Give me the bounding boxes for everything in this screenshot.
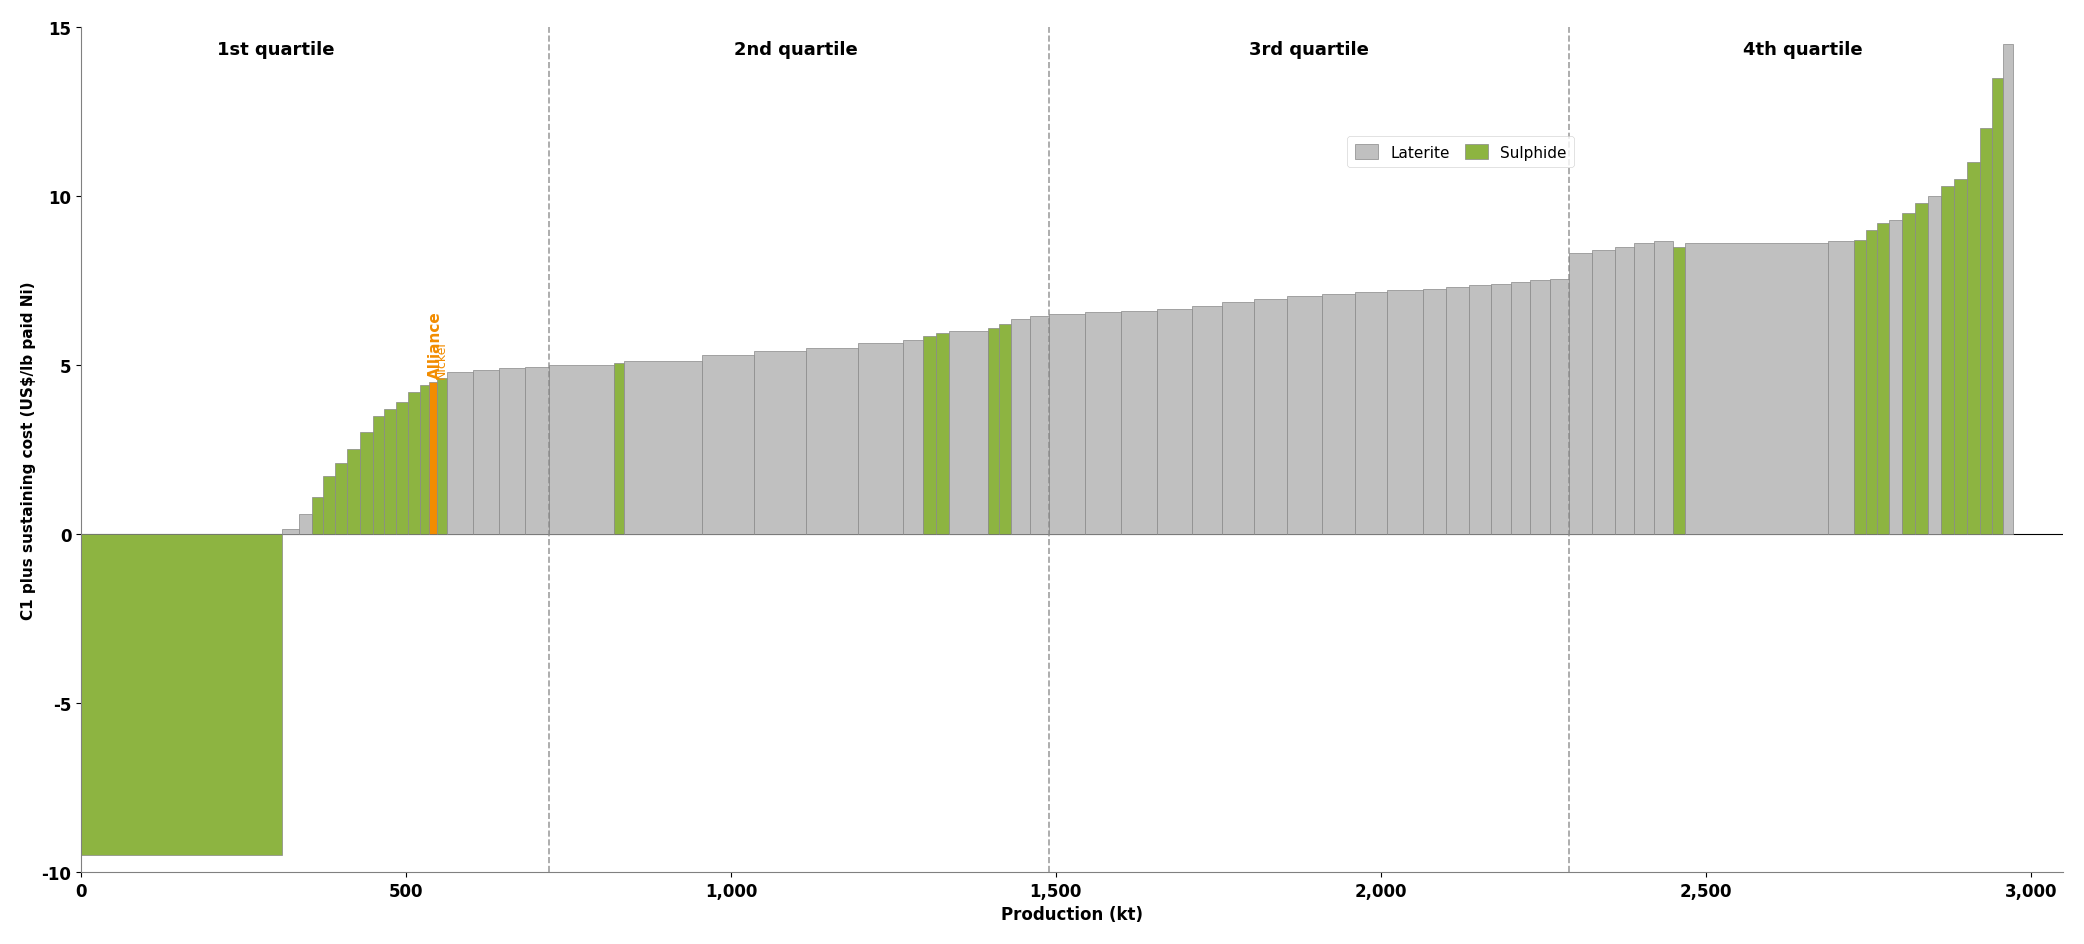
Bar — [948, 331, 988, 534]
Bar — [396, 402, 408, 534]
Bar — [754, 352, 807, 534]
Bar — [373, 416, 383, 534]
Bar — [1967, 163, 1980, 534]
Bar — [298, 514, 313, 534]
Bar — [1940, 187, 1955, 534]
Text: Nickel: Nickel — [436, 341, 448, 379]
Bar — [1569, 254, 1592, 534]
Bar — [81, 534, 283, 855]
Bar — [1050, 314, 1086, 534]
Bar — [1011, 320, 1029, 534]
Bar — [702, 355, 754, 534]
Bar — [1828, 243, 1855, 534]
Bar — [615, 363, 623, 534]
Bar — [1029, 316, 1050, 534]
Bar — [1615, 247, 1634, 534]
Bar — [408, 393, 419, 534]
Bar — [1888, 220, 1903, 534]
Bar — [1355, 293, 1388, 534]
Bar — [1492, 284, 1511, 534]
Bar — [1928, 196, 1940, 534]
Bar — [1157, 310, 1192, 534]
Bar — [936, 333, 948, 534]
Bar — [1992, 78, 2003, 534]
Bar — [1915, 203, 1928, 534]
Bar — [438, 379, 446, 534]
Bar — [1655, 243, 1673, 534]
Bar — [1086, 313, 1121, 534]
Legend: Laterite, Sulphide: Laterite, Sulphide — [1348, 137, 1573, 168]
Bar — [1686, 244, 1828, 534]
Bar — [1634, 244, 1655, 534]
Bar — [1423, 290, 1446, 534]
Bar — [1446, 288, 1469, 534]
Bar — [1855, 241, 1865, 534]
Bar — [902, 340, 923, 534]
Bar — [1955, 179, 1967, 534]
Bar — [1903, 213, 1915, 534]
Bar — [1255, 299, 1286, 534]
Bar — [1321, 295, 1355, 534]
Bar — [548, 365, 615, 534]
Bar — [498, 369, 525, 534]
Bar — [1192, 307, 1221, 534]
Text: 2nd quartile: 2nd quartile — [734, 42, 859, 59]
Bar — [1121, 312, 1157, 534]
Bar — [473, 371, 498, 534]
Bar — [988, 329, 1000, 534]
Bar — [313, 497, 323, 534]
Bar — [323, 477, 336, 534]
Bar — [807, 348, 859, 534]
Bar — [2003, 44, 2013, 534]
Bar — [1865, 230, 1878, 534]
X-axis label: Production (kt): Production (kt) — [1000, 905, 1144, 923]
Text: 4th quartile: 4th quartile — [1744, 42, 1863, 59]
Bar — [1388, 291, 1423, 534]
Bar — [1592, 251, 1615, 534]
Bar — [1550, 279, 1569, 534]
Bar — [429, 382, 438, 534]
Bar — [336, 464, 346, 534]
Bar — [1980, 129, 1992, 534]
Bar — [283, 530, 298, 534]
Text: 3rd quartile: 3rd quartile — [1248, 42, 1369, 59]
Bar — [346, 450, 361, 534]
Bar — [923, 337, 936, 534]
Text: Alliance: Alliance — [427, 312, 442, 379]
Bar — [1673, 247, 1686, 534]
Text: 1st quartile: 1st quartile — [217, 42, 336, 59]
Bar — [446, 372, 473, 534]
Bar — [1000, 325, 1011, 534]
Bar — [383, 410, 396, 534]
Bar — [1511, 283, 1530, 534]
Y-axis label: C1 plus sustaining cost (US$/lb paid Ni): C1 plus sustaining cost (US$/lb paid Ni) — [21, 280, 35, 619]
Bar — [525, 367, 548, 534]
Bar — [1221, 303, 1255, 534]
Bar — [419, 386, 429, 534]
Bar — [361, 433, 373, 534]
Bar — [1530, 281, 1550, 534]
Bar — [859, 344, 902, 534]
Bar — [1286, 296, 1321, 534]
Bar — [1878, 224, 1888, 534]
Bar — [623, 362, 702, 534]
Bar — [1469, 286, 1492, 534]
